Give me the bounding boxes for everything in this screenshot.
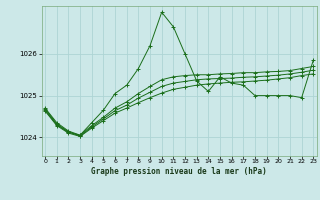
X-axis label: Graphe pression niveau de la mer (hPa): Graphe pression niveau de la mer (hPa) [91, 167, 267, 176]
